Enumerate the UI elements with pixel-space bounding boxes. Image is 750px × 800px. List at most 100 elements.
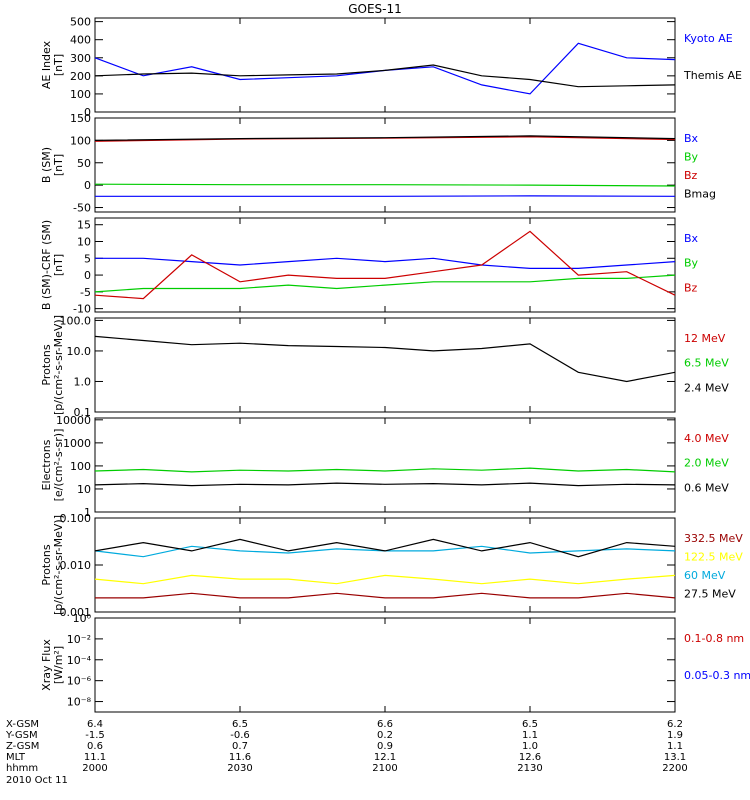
y-tick-label-3-1: -10 [73,303,91,316]
y-tick-label-3-6: 15 [77,219,91,232]
y-tick-label-6-3: 0.100 [60,512,92,525]
panel-frame-3 [94,217,676,313]
footer-value-1-1: 6.4 [87,719,103,730]
y-axis-label-1-1: AE Index [40,40,53,89]
footer-row-label-2: Y-GSM [5,730,38,741]
series-line-5-3 [94,482,676,487]
series-line-6-2 [94,574,676,585]
series-line-5-2 [94,467,676,473]
legend-label-3-3: Bz [684,281,698,294]
footer-value-1-2: 6.5 [232,719,248,730]
footer-value-3-1: 0.6 [87,741,103,752]
y-tick-label-1-2: 100 [70,88,91,101]
legend-label-5-3: 0.6 MeV [684,481,729,494]
footer-value-4-5: 13.1 [664,752,686,763]
footer-value-5-4: 2130 [517,763,542,774]
panel-frame-7 [94,617,676,713]
legend-label-4-2: 6.5 MeV [684,357,729,370]
y-tick-label-5-4: 1000 [63,437,91,450]
y-tick-label-3-4: 5 [84,252,91,265]
y-tick-label-7-3: 10⁻⁴ [67,654,92,667]
series-line-3-2 [94,274,676,293]
legend-label-7-2: 0.05-0.3 nm [684,669,750,682]
y-tick-label-2-2: 0 [84,179,91,192]
chart-title: GOES-11 [348,2,402,16]
y-tick-label-4-1: 0.1 [74,406,92,419]
panel-frame-5 [94,417,676,513]
legend-label-3-1: Bx [684,232,699,245]
footer-row-label-3: Z-GSM [6,741,39,752]
panel-frame-4 [94,317,676,413]
y-axis-label-7-2: [W/m²] [52,646,65,684]
footer-value-3-5: 1.1 [667,741,683,752]
y-axis-label-2-1: B (SM) [40,147,53,183]
y-axis-label-4-2: [p/(cm²-s-sr-MeV)] [52,315,65,415]
footer-value-1-5: 6.2 [667,719,683,730]
y-axis-label-6-1: Protons [40,544,53,585]
legend-label-5-1: 4.0 MeV [684,432,729,445]
legend-label-6-2: 122.5 MeV [684,551,743,564]
y-tick-label-5-1: 1 [84,506,91,519]
y-tick-label-5-2: 10 [77,483,91,496]
legend-label-4-3: 2.4 MeV [684,381,729,394]
footer-value-4-3: 12.1 [374,752,396,763]
y-axis-label-6-2: [p/(cm²-s-sr-MeV)] [52,515,65,615]
y-tick-label-4-3: 10.0 [67,345,92,358]
y-tick-label-5-5: 10000 [56,414,91,427]
footer-value-5-1: 2000 [82,763,107,774]
y-axis-label-3-1: B (SM)-CRF (SM) [40,220,53,310]
series-line-2-4 [94,135,676,141]
legend-label-2-3: Bz [684,169,698,182]
series-line-6-1 [95,592,676,599]
footer-value-5-2: 2030 [227,763,252,774]
series-line-6-4 [94,538,676,558]
y-tick-label-1-6: 500 [70,16,91,29]
y-axis-label-3-2: [nT] [52,254,65,276]
y-axis-label-5-2: [e/(cm²-s-sr)] [52,429,65,502]
footer-value-2-5: 1.9 [667,730,683,741]
y-tick-label-1-5: 400 [70,34,91,47]
footer-value-5-3: 2100 [372,763,397,774]
y-axis-label-2-2: [nT] [52,154,65,176]
series-line-4-3 [94,335,676,383]
footer-value-1-4: 6.5 [522,719,538,730]
legend-label-5-2: 2.0 MeV [684,457,729,470]
y-tick-label-1-3: 200 [70,70,91,83]
footer-value-4-2: 11.6 [229,752,251,763]
y-tick-label-3-5: 10 [77,236,91,249]
footer-value-5-5: 2200 [662,763,687,774]
footer-value-3-2: 0.7 [232,741,248,752]
y-tick-label-4-4: 100.0 [60,314,92,327]
panel-frame-2 [94,117,676,213]
legend-label-2-1: Bx [684,132,699,145]
legend-label-6-4: 27.5 MeV [684,588,736,601]
y-tick-label-2-3: 50 [77,157,91,170]
panel-frame-1 [94,17,676,113]
footer-value-2-1: -1.5 [85,730,105,741]
footer-value-2-4: 1.1 [522,730,538,741]
y-tick-label-2-4: 100 [70,134,91,147]
y-tick-label-7-4: 10⁻⁶ [67,675,92,688]
y-tick-label-3-3: 0 [84,269,91,282]
legend-label-1-2: Themis AE [683,69,742,82]
footer-value-1-3: 6.6 [377,719,393,730]
y-tick-label-3-2: -5 [80,286,91,299]
y-axis-label-5-1: Electrons [40,439,53,490]
y-tick-label-7-2: 10⁻² [67,633,91,646]
footer-value-2-3: 0.2 [377,730,393,741]
legend-label-4-1: 12 MeV [684,332,726,345]
y-axis-label-1-2: [nT] [52,54,65,76]
footer-value-3-4: 1.0 [522,741,538,752]
series-line-3-1 [95,257,676,269]
legend-label-3-2: By [684,257,699,270]
legend-label-6-3: 60 MeV [684,569,726,582]
footer-row-label-1: X-GSM [6,719,39,730]
y-tick-label-7-5: 10⁻⁸ [67,696,92,709]
y-tick-label-6-1: 0.001 [60,606,92,619]
y-tick-label-2-5: 150 [70,112,91,125]
y-tick-label-5-3: 100 [70,460,91,473]
legend-label-2-2: By [684,151,699,164]
y-tick-label-7-1: 10⁰ [73,612,92,625]
y-tick-label-4-2: 1.0 [74,375,92,388]
legend-label-2-4: Bmag [684,188,716,201]
